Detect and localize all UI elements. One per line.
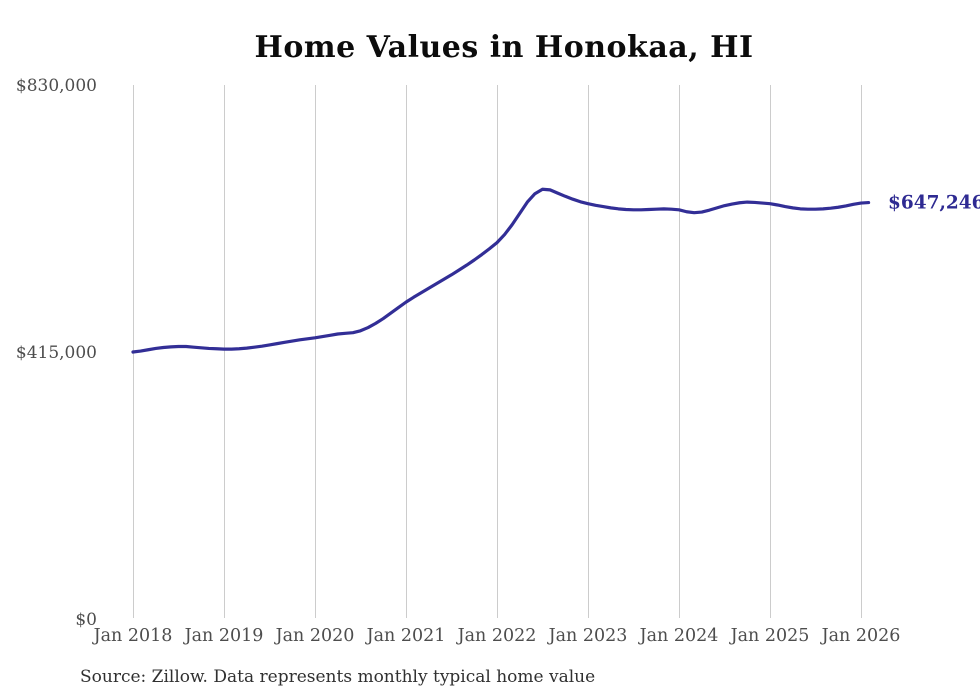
x-axis-tick-label: Jan 2026	[820, 626, 901, 646]
source-note: Source: Zillow. Data represents monthly …	[80, 667, 596, 687]
x-axis-tick-label: Jan 2018	[92, 626, 173, 646]
x-axis-tick-label: Jan 2020	[274, 626, 355, 646]
x-axis-tick-label: Jan 2019	[183, 626, 264, 646]
y-axis-tick-label: $415,000	[16, 343, 97, 363]
x-axis-tick-label: Jan 2023	[547, 626, 628, 646]
x-axis-tick-label: Jan 2024	[638, 626, 719, 646]
x-axis-tick-label: Jan 2025	[729, 626, 810, 646]
home-value-line	[131, 187, 871, 354]
chart-title: Home Values in Honokaa, HI	[254, 30, 754, 65]
x-axis-tick-label: Jan 2021	[365, 626, 446, 646]
current-value-label: $647,246	[888, 192, 980, 214]
y-axis-tick-label: $0	[75, 610, 97, 630]
y-axis-tick-label: $830,000	[16, 76, 97, 96]
x-axis-tick-label: Jan 2022	[456, 626, 537, 646]
